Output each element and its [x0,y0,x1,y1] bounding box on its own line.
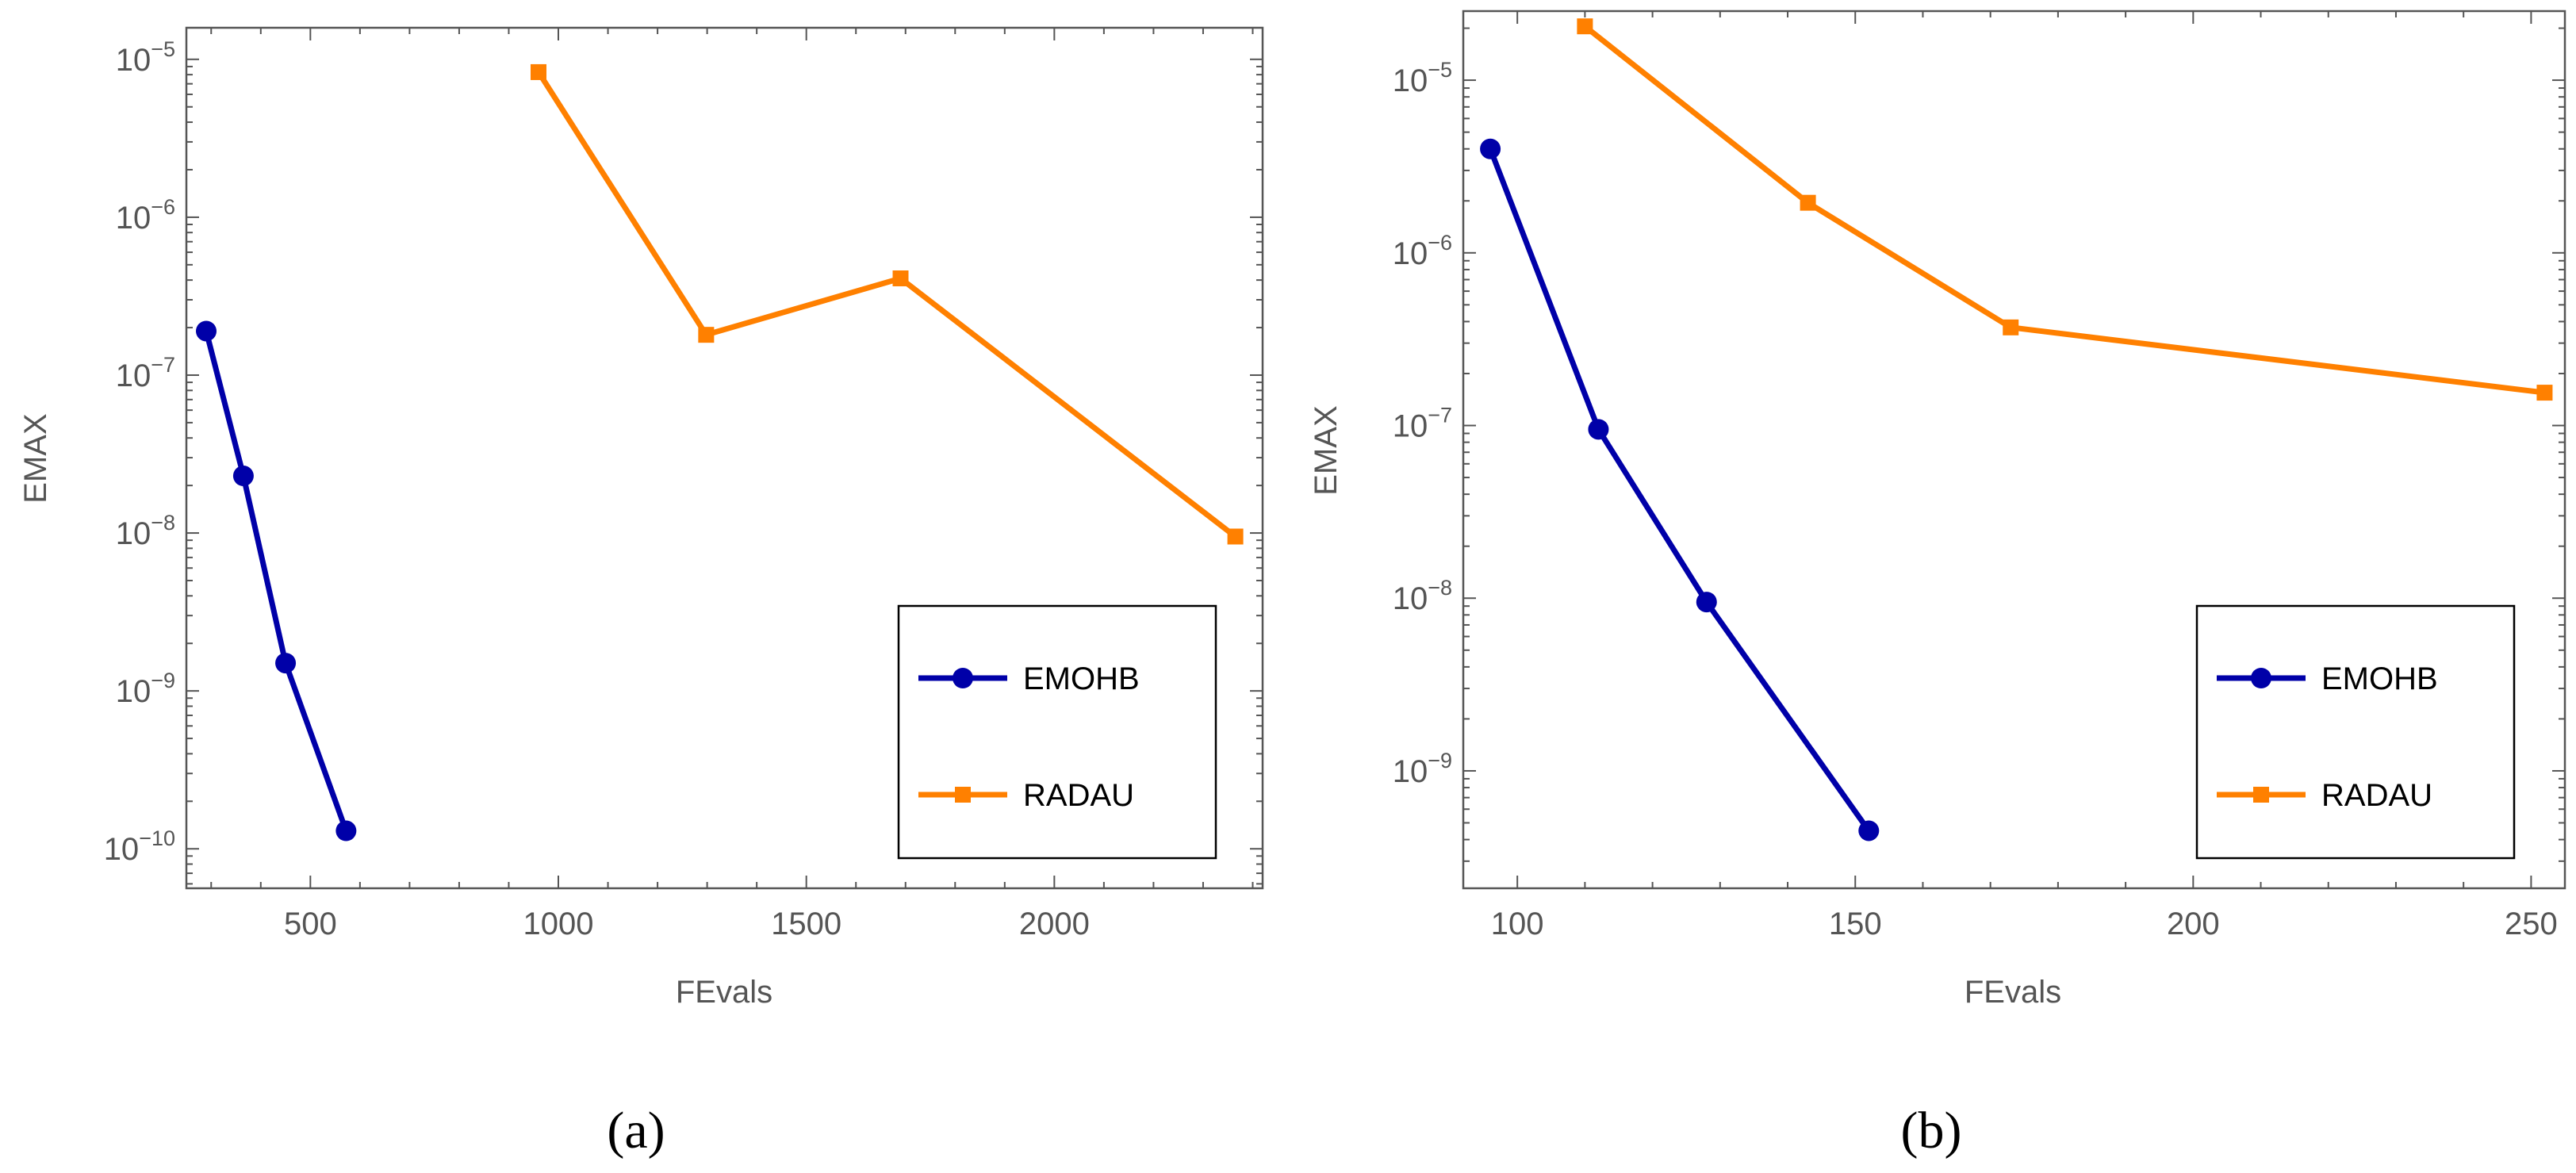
data-point-emohb-a-2 [275,653,297,674]
data-point-radau-a-1 [698,327,715,343]
y-tick-label-a--7: 10−7 [116,353,175,393]
y-tick-label-a--5: 10−5 [116,37,175,78]
x-axis-label-a: FEvals [676,975,772,1010]
legend-label-emohb-a: EMOHB [1023,661,1140,696]
legend-label-radau-b: RADAU [2321,778,2432,813]
data-point-emohb-b-1 [1588,419,1609,440]
x-tick-label-a-1000: 1000 [523,907,594,941]
legend-box-a [897,604,1217,860]
y-tick-label-a--8: 10−8 [116,511,175,551]
y-tick-label-b--8: 10−8 [1393,576,1452,616]
series-line-emohb-a [203,330,349,832]
x-tick-label-b-200: 200 [2167,907,2220,941]
x-tick-label-b-150: 150 [1829,907,1882,941]
data-point-radau-a-3 [1227,528,1244,545]
panel-label-b: (b) [1901,1102,1962,1160]
y-tick-label-a--9: 10−9 [116,669,175,709]
legend-b: EMOHB RADAU [2195,604,2516,860]
data-point-radau-b-3 [2536,385,2553,401]
x-tick-label-b-100: 100 [1491,907,1544,941]
x-tick-label-a-2000: 2000 [1019,907,1090,941]
axis-ticks-b: 100 150 200 250 10−9 10−8 10−7 10−6 10−5 [1393,11,2565,941]
legend-marker-radau-b [2253,787,2269,803]
data-point-radau-a-0 [530,63,546,80]
series-line-radau-b [1583,24,2545,396]
y-tick-label-b--7: 10−7 [1393,404,1452,444]
axis-ticks-a: 500 1000 1500 2000 10−10 10−9 10−8 10−7 10−6 10−5 [104,28,1263,941]
chart-panel-a: 500 1000 1500 2000 10−10 10−9 10−8 10−7 10−6 10−5… [18,26,1264,1160]
series-group-b [1480,18,2553,841]
data-point-emohb-a-3 [335,820,357,841]
legend-box-b [2195,604,2516,860]
data-point-emohb-b-3 [1858,820,1880,841]
legend-marker-emohb-a [953,668,973,688]
plot-frame-b [1462,10,2566,890]
y-tick-label-a--6: 10−6 [116,195,175,236]
data-point-emohb-a-0 [196,320,217,342]
y-tick-label-a--10: 10−10 [104,826,175,867]
x-axis-label-b: FEvals [1965,975,2061,1010]
data-point-emohb-b-0 [1480,138,1501,159]
data-point-radau-b-2 [2003,319,2019,335]
y-axis-label-a: EMAX [18,413,53,503]
x-tick-label-b-250: 250 [2505,907,2558,941]
legend-a: EMOHB RADAU [897,604,1217,860]
data-point-radau-b-1 [1800,194,1816,211]
series-line-radau-a [536,71,1237,539]
y-tick-label-b--6: 10−6 [1393,231,1452,271]
x-tick-label-a-500: 500 [284,907,337,941]
data-point-emohb-a-1 [232,466,254,487]
panel-label-a: (a) [607,1102,665,1160]
y-axis-label-b: EMAX [1309,405,1344,495]
x-tick-label-a-1500: 1500 [771,907,841,941]
data-point-radau-a-2 [892,270,909,286]
y-tick-label-b--9: 10−9 [1393,749,1452,789]
legend-marker-radau-a [955,787,971,803]
legend-label-radau-a: RADAU [1023,778,1134,813]
y-tick-label-b--5: 10−5 [1393,58,1452,98]
series-group-a [196,63,1244,841]
data-point-emohb-b-2 [1696,592,1717,613]
legend-label-emohb-b: EMOHB [2321,661,2438,696]
series-line-emohb-b [1487,148,1872,833]
data-point-radau-b-0 [1577,18,1593,35]
legend-marker-emohb-b [2251,668,2271,688]
